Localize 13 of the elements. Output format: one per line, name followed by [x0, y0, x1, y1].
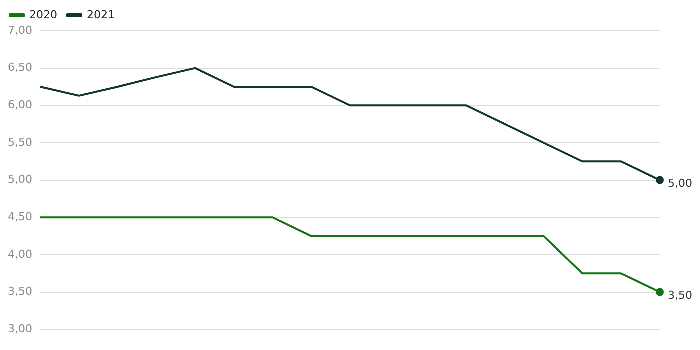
y-tick-label: 3,50	[8, 285, 32, 298]
legend-label: 2021	[86, 8, 115, 22]
y-tick-label: 6,50	[8, 61, 32, 74]
y-tick-label: 6,00	[8, 98, 32, 112]
y-tick-label: 5,00	[8, 173, 32, 186]
y-tick-label: 3,00	[8, 322, 32, 336]
legend-label: 2020	[30, 8, 58, 22]
y-tick-label: 4,00	[8, 248, 32, 261]
data-label: 3,50	[668, 289, 692, 302]
y-tick-label: 5,50	[8, 136, 32, 149]
data-label: 5,00	[668, 177, 692, 190]
y-tick-label: 7,00	[8, 24, 32, 37]
y-tick-label: 4,50	[8, 210, 32, 224]
